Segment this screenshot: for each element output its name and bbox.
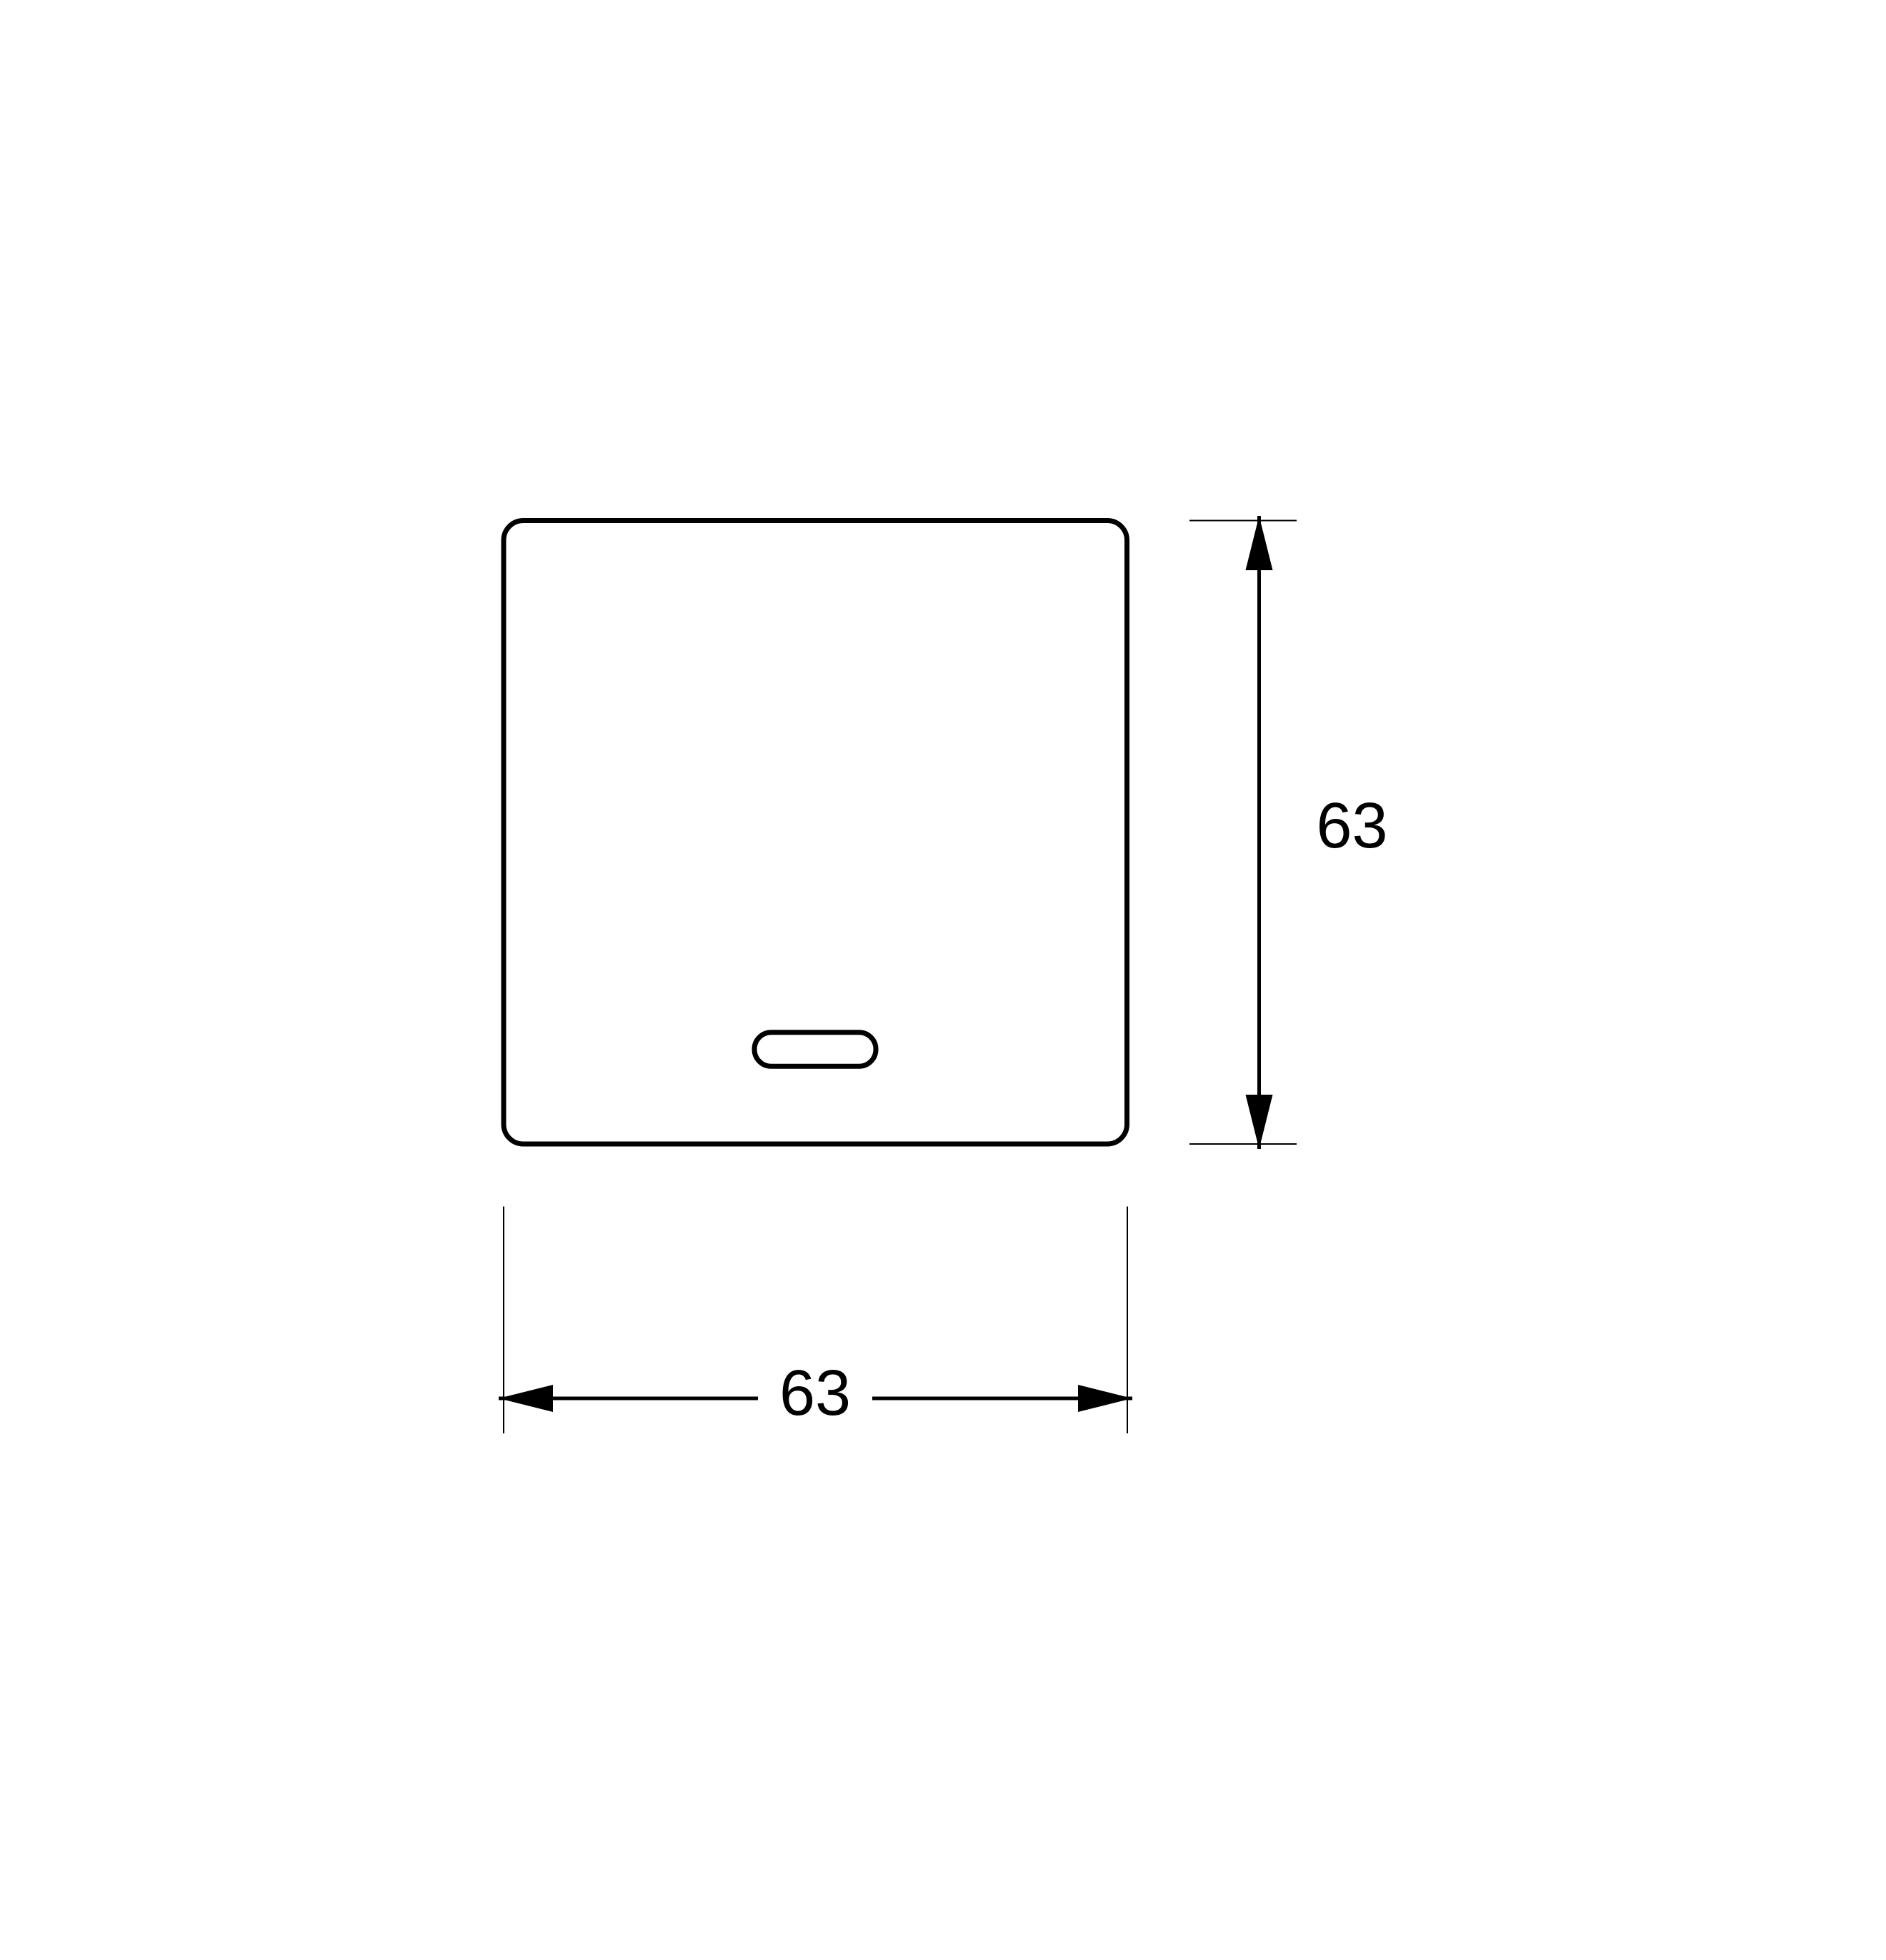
v-arrow-bottom (1246, 1095, 1273, 1149)
v-arrow-top (1246, 516, 1273, 570)
h-dim-label: 63 (779, 1358, 851, 1429)
v-dim-label: 63 (1316, 790, 1387, 862)
dimension-drawing: 63 63 (472, 490, 1414, 1471)
h-arrow-left (499, 1385, 553, 1412)
h-arrow-right (1078, 1385, 1132, 1412)
slot-opening (754, 1033, 876, 1067)
